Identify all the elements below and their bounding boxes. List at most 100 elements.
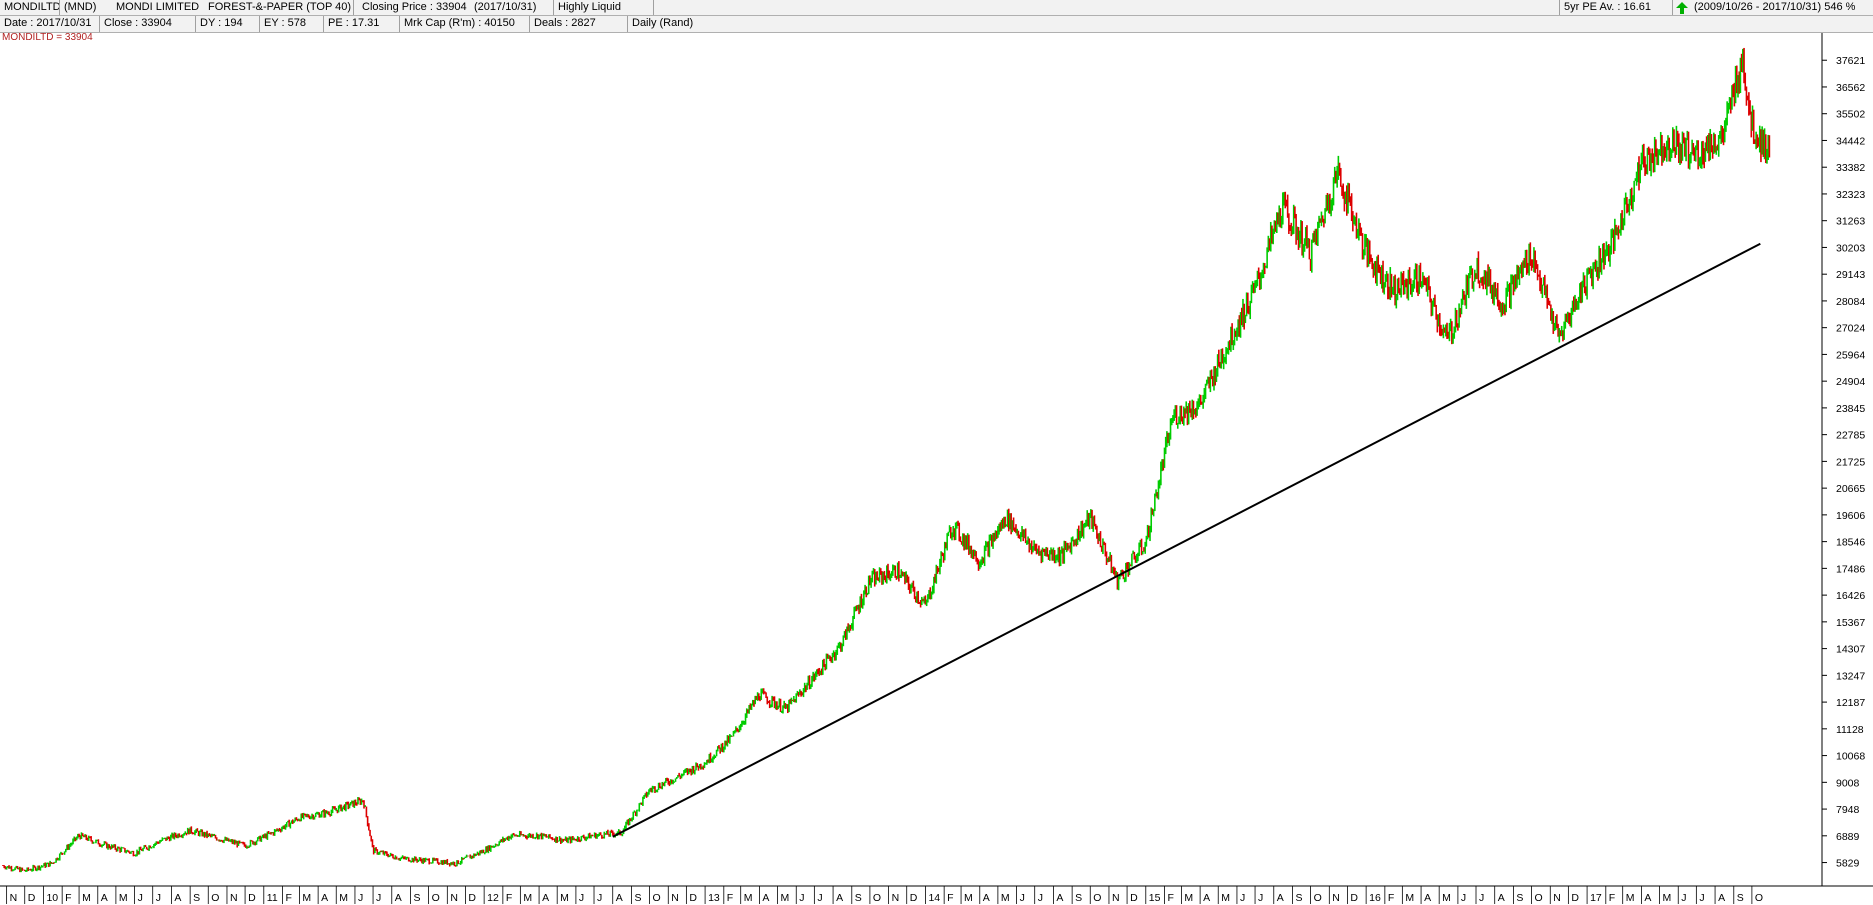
stat-date: Date : 2017/10/31: [0, 16, 100, 32]
x-tick-label: F: [1609, 892, 1615, 904]
x-tick-label: D: [1130, 892, 1138, 904]
x-tick-label: F: [286, 892, 292, 904]
x-tick-label: A: [1056, 892, 1063, 904]
y-tick-label: 11128: [1836, 724, 1864, 736]
x-tick-label: M: [523, 892, 532, 904]
x-tick-label: A: [1498, 892, 1505, 904]
x-tick-label: J: [1020, 892, 1025, 904]
stat-period: Daily (Rand): [632, 17, 694, 29]
x-tick-label: M: [964, 892, 973, 904]
x-tick-label: 11: [267, 892, 278, 904]
x-tick-label: N: [10, 892, 18, 904]
y-tick-label: 7948: [1836, 804, 1860, 816]
x-tick-label: J: [579, 892, 584, 904]
x-tick-label: F: [947, 892, 953, 904]
x-tick-label: M: [560, 892, 569, 904]
x-tick-label: M: [119, 892, 128, 904]
x-tick-label: A: [616, 892, 623, 904]
x-tick-label: N: [671, 892, 679, 904]
x-tick-label: D: [910, 892, 918, 904]
x-tick-label: F: [1388, 892, 1394, 904]
x-tick-label: M: [1001, 892, 1010, 904]
x-tick-label: A: [1424, 892, 1431, 904]
y-tick-label: 24904: [1836, 376, 1865, 388]
y-tick-label: 35502: [1836, 109, 1865, 121]
x-tick-label: M: [339, 892, 348, 904]
y-tick-label: 6889: [1836, 831, 1860, 843]
x-tick-label: N: [892, 892, 900, 904]
x-tick-label: N: [1332, 892, 1340, 904]
y-tick-label: 34442: [1836, 135, 1865, 147]
series-legend: MONDILTD = 33904: [2, 32, 93, 43]
y-tick-label: 36562: [1836, 82, 1865, 94]
x-tick-label: J: [1038, 892, 1043, 904]
x-tick-label: O: [873, 892, 881, 904]
x-tick-label: M: [1626, 892, 1635, 904]
x-tick-label: D: [468, 892, 476, 904]
closing-price: Closing Price : 33904: [362, 1, 467, 13]
x-tick-label: S: [1295, 892, 1302, 904]
x-tick-label: O: [432, 892, 440, 904]
x-tick-label: N: [1553, 892, 1561, 904]
x-tick-label: N: [450, 892, 458, 904]
x-tick-label: S: [634, 892, 641, 904]
stat-pe: PE : 17.31: [324, 16, 400, 32]
x-tick-label: F: [1167, 892, 1173, 904]
y-tick-label: 21725: [1836, 456, 1865, 468]
support-trendline: [612, 242, 1761, 838]
x-tick-label: 12: [487, 892, 499, 904]
header-spacer: [654, 0, 1560, 15]
y-tick-label: 20665: [1836, 483, 1865, 495]
x-tick-label: J: [358, 892, 363, 904]
x-tick-label: A: [1644, 892, 1651, 904]
y-tick-label: 14307: [1836, 644, 1865, 656]
y-tick-label: 29143: [1836, 269, 1865, 281]
y-tick-label: 23845: [1836, 403, 1865, 415]
x-tick-label: S: [1737, 892, 1744, 904]
x-tick-label: 10: [46, 892, 58, 904]
x-tick-label: A: [542, 892, 549, 904]
trendline-layer: [612, 242, 1761, 838]
x-tick-label: M: [1663, 892, 1672, 904]
x-tick-label: M: [302, 892, 311, 904]
x-tick-label: F: [506, 892, 512, 904]
x-tick-label: J: [597, 892, 602, 904]
x-tick-label: A: [762, 892, 769, 904]
y-tick-label: 10068: [1836, 751, 1865, 763]
pe-average: 5yr PE Av. : 16.61: [1560, 0, 1673, 15]
x-tick-label: J: [1699, 892, 1704, 904]
y-axis: 5829 6889 7948 9008 10068 11128 12187 13247 1430…: [0, 33, 1873, 887]
x-tick-label: N: [1112, 892, 1120, 904]
header-bar: MONDILTD (MND) MONDI LIMITED FOREST-&-PA…: [0, 0, 1873, 16]
x-tick-label: S: [193, 892, 200, 904]
x-tick-label: A: [101, 892, 108, 904]
x-tick-label: O: [1535, 892, 1543, 904]
x-tick-label: A: [1203, 892, 1210, 904]
x-tick-label: O: [1755, 892, 1763, 904]
x-tick-label: S: [413, 892, 420, 904]
stat-deals: Deals : 2827: [530, 16, 628, 32]
x-tick-label: F: [727, 892, 733, 904]
stat-dy: DY : 194: [196, 16, 260, 32]
y-tick-label: 12187: [1836, 697, 1865, 709]
x-tick-label: D: [1350, 892, 1358, 904]
x-tick-label: D: [689, 892, 697, 904]
x-tick-label: 14: [928, 892, 940, 904]
x-tick-label: M: [82, 892, 91, 904]
y-tick-label: 25964: [1836, 349, 1865, 361]
y-tick-label: 5829: [1836, 858, 1860, 870]
stock-ticker: (MND): [64, 1, 97, 13]
x-tick-label: O: [1093, 892, 1101, 904]
y-tick-label: 9008: [1836, 777, 1860, 789]
y-tick-label: 37621: [1836, 55, 1865, 67]
y-tick-label: 22785: [1836, 430, 1865, 442]
x-tick-label: D: [28, 892, 36, 904]
x-tick-label: A: [836, 892, 843, 904]
x-tick-label: A: [983, 892, 990, 904]
price-chart: 5829688979489008100681112812187132471430…: [0, 33, 1873, 904]
x-tick-label: O: [211, 892, 219, 904]
x-tick-label: A: [1277, 892, 1284, 904]
y-tick-label: 19606: [1836, 510, 1865, 522]
y-tick-label: 27024: [1836, 323, 1865, 335]
y-tick-label: 16426: [1836, 590, 1865, 602]
